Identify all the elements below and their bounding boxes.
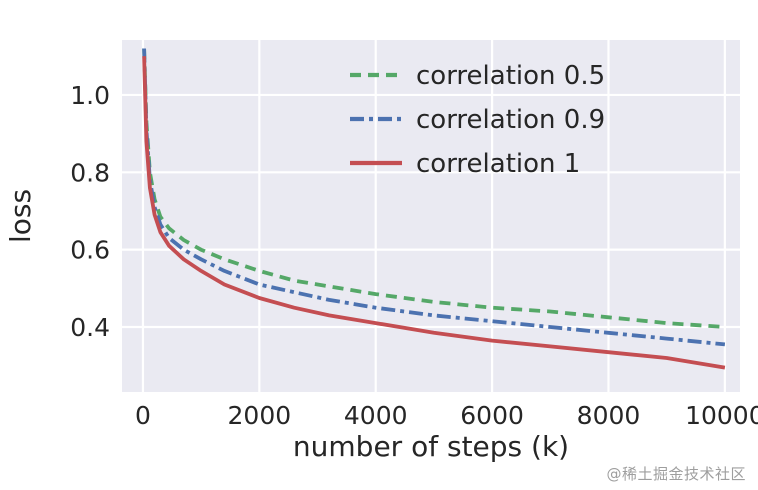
watermark-text: @稀土掘金技术社区 <box>606 465 746 483</box>
x-tick-label: 6000 <box>460 401 524 430</box>
x-tick-label: 8000 <box>577 401 641 430</box>
y-tick-label: 0.4 <box>70 313 110 342</box>
x-tick-label: 2000 <box>228 401 292 430</box>
x-tick-label: 4000 <box>344 401 408 430</box>
series-line-correlation-1 <box>142 56 726 370</box>
y-tick-label: 1.0 <box>70 81 110 110</box>
loss-vs-steps-chart: 0 2000 4000 6000 8000 10000 0.4 0.6 0.8 1.0 number… <box>4 40 758 463</box>
x-tick-label: 0 <box>135 401 151 430</box>
chart-canvas: 0 2000 4000 6000 8000 10000 0.4 0.6 0.8 1.0 number… <box>4 40 758 463</box>
x-axis-label: number of steps (k) <box>293 430 569 463</box>
legend-label: correlation 0.9 <box>416 105 605 135</box>
legend-label: correlation 1 <box>416 149 580 179</box>
y-tick-label: 0.6 <box>70 236 110 265</box>
legend-label: correlation 0.5 <box>416 61 605 91</box>
y-axis-label: loss <box>4 189 37 243</box>
plot-area <box>122 40 740 392</box>
x-tick-label: 10000 <box>685 401 758 430</box>
y-tick-label: 0.8 <box>70 158 110 187</box>
